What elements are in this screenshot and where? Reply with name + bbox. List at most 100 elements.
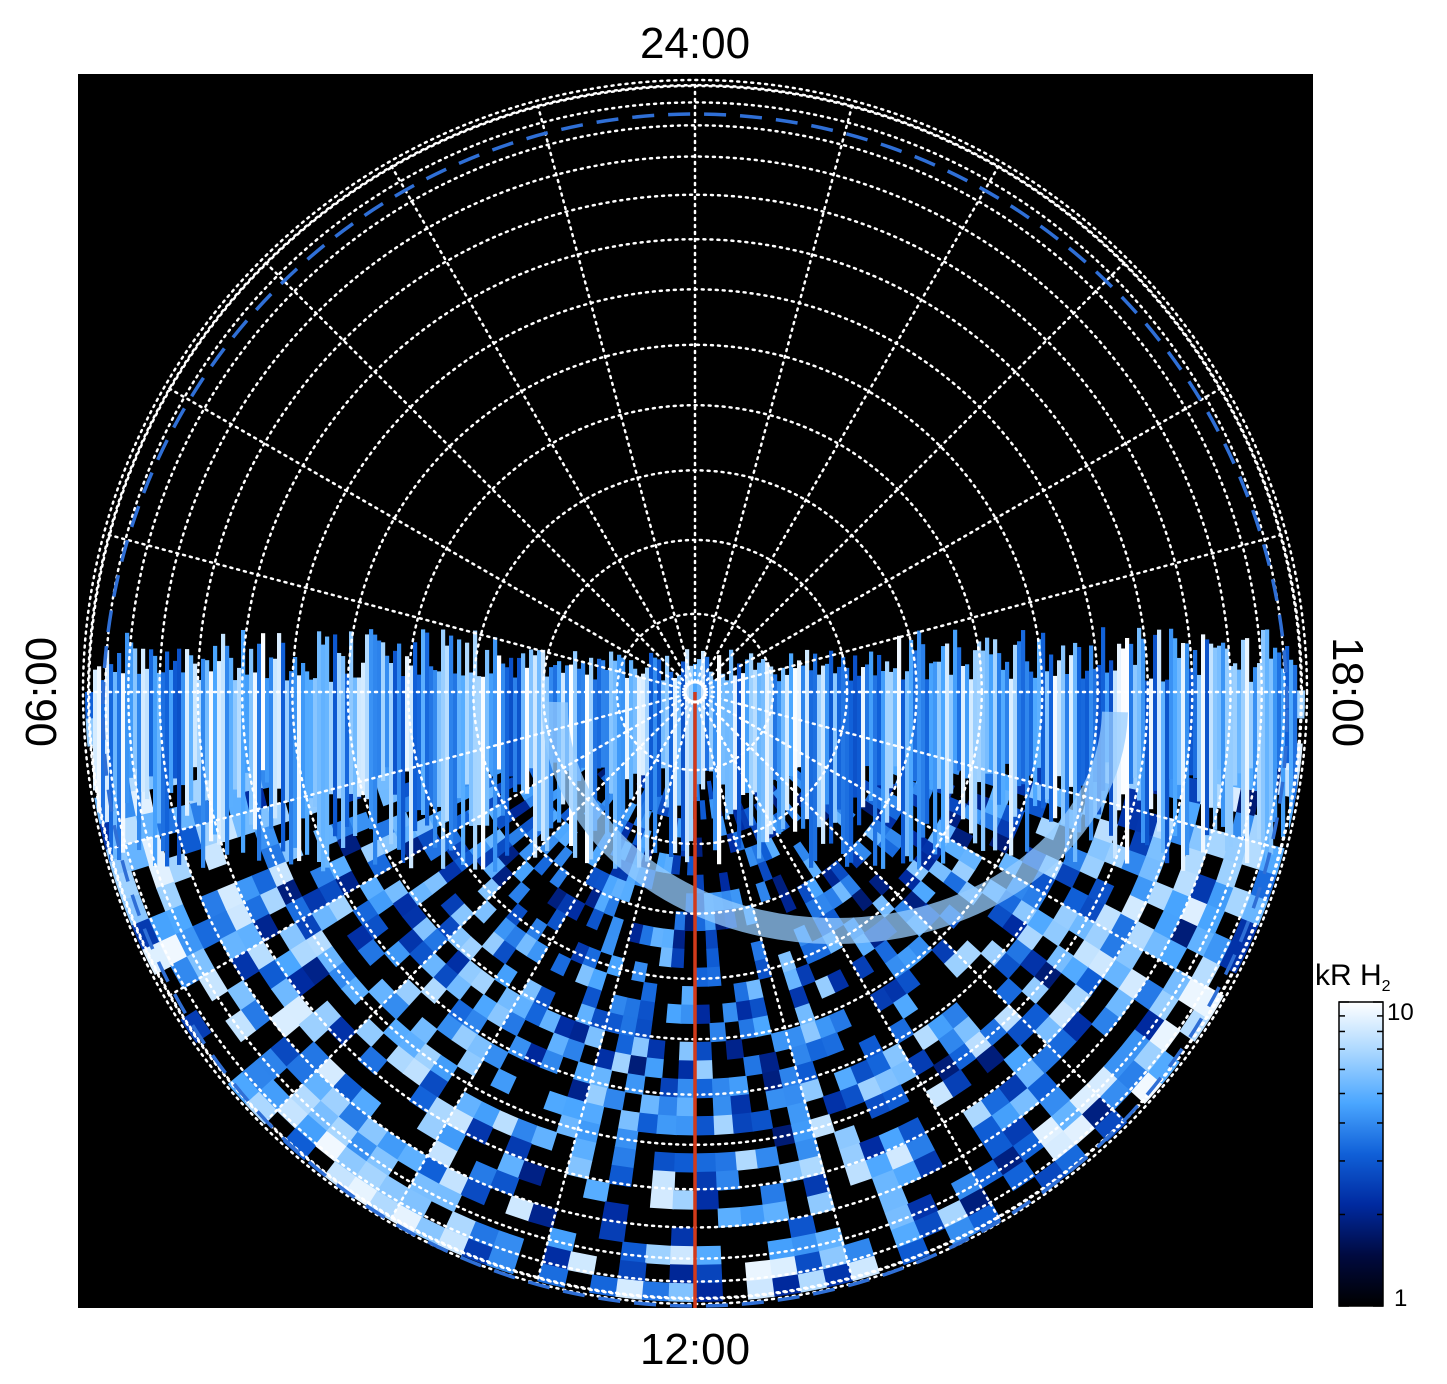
colorbar-title-subscript: 2: [1382, 978, 1391, 995]
emission-cell: [898, 868, 922, 892]
emission-streak: [953, 629, 958, 763]
emission-cell: [725, 1038, 745, 1060]
emission-streak: [445, 645, 450, 822]
emission-cell: [458, 936, 483, 962]
emission-cell: [600, 933, 619, 956]
emission-cell: [885, 954, 910, 980]
emission-streak: [433, 670, 438, 848]
emission-streak: [137, 673, 142, 851]
emission-cell: [695, 1115, 716, 1136]
emission-streak: [925, 679, 930, 824]
emission-cell: [617, 1109, 641, 1132]
emission-streak: [329, 681, 334, 795]
emission-cell: [752, 1015, 772, 1038]
emission-cell: [644, 1057, 664, 1079]
emission-streak: [893, 668, 898, 767]
emission-cell: [699, 800, 707, 820]
emission-streak: [1245, 638, 1250, 864]
emission-cell: [619, 881, 635, 903]
emission-cell: [958, 847, 983, 871]
emission-streak: [865, 664, 870, 767]
emission-streak: [1069, 655, 1074, 787]
emission-streak: [689, 665, 694, 842]
emission-streak: [1233, 663, 1238, 786]
emission-streak: [1217, 645, 1222, 770]
emission-streak: [233, 680, 238, 790]
emission-streak: [521, 653, 526, 795]
emission-cell: [717, 1207, 744, 1228]
emission-streak: [1045, 671, 1050, 800]
emission-cell: [718, 871, 731, 893]
emission-cell: [884, 828, 907, 849]
emission-cell: [550, 953, 572, 977]
emission-streak: [449, 635, 454, 851]
emission-cell: [450, 903, 475, 928]
emission-streak: [273, 658, 278, 819]
emission-streak: [525, 667, 530, 794]
emission-cell: [731, 1112, 755, 1134]
emission-cell: [943, 838, 967, 861]
emission-streak: [1265, 629, 1270, 864]
emission-cell: [795, 963, 816, 987]
emission-streak: [633, 668, 638, 774]
emission-cell: [735, 999, 754, 1022]
emission-cell: [610, 878, 627, 900]
emission-streak: [221, 633, 226, 842]
emission-cell: [744, 846, 759, 867]
emission-streak: [917, 630, 922, 870]
emission-streak: [789, 653, 794, 777]
emission-cell: [473, 900, 497, 924]
emission-streak: [421, 629, 426, 815]
emission-streak: [249, 648, 254, 825]
emission-streak: [773, 674, 778, 780]
emission-cell: [928, 860, 953, 883]
emission-cell: [670, 948, 685, 969]
emission-cell: [684, 911, 696, 932]
emission-streak: [381, 642, 386, 781]
emission-streak: [981, 650, 986, 851]
emission-cell: [637, 1000, 655, 1022]
emission-streak: [385, 655, 390, 768]
emission-cell: [566, 898, 586, 921]
emission-streak: [117, 653, 122, 861]
emission-cell: [746, 979, 764, 1001]
emission-cell: [526, 940, 549, 964]
emission-streak: [277, 633, 282, 789]
emission-streak: [301, 662, 306, 819]
emission-cell: [831, 880, 853, 904]
emission-cell: [525, 917, 548, 942]
emission-streak: [1013, 644, 1018, 817]
emission-cell: [620, 1241, 649, 1264]
emission-cell: [755, 1146, 780, 1169]
emission-streak: [881, 671, 886, 869]
emission-cell: [497, 845, 520, 867]
emission-streak: [245, 674, 250, 773]
emission-cell: [440, 893, 465, 917]
emission-cell: [711, 1077, 732, 1098]
emission-streak: [597, 658, 602, 769]
emission-cell: [911, 880, 936, 904]
emission-streak: [677, 674, 682, 806]
emission-cell: [695, 1245, 722, 1266]
emission-cell: [666, 1003, 683, 1024]
emission-cell: [645, 1244, 673, 1265]
emission-streak: [341, 656, 346, 848]
emission-cell: [553, 846, 573, 868]
emission-cell: [750, 1109, 774, 1132]
emission-streak: [1201, 634, 1206, 853]
emission-cell: [674, 1152, 697, 1173]
emission-cell: [606, 916, 624, 939]
emission-cell: [603, 895, 621, 917]
emission-streak: [989, 654, 994, 774]
emission-cell: [920, 839, 945, 862]
emission-streak: [1149, 678, 1154, 810]
emission-streak: [1081, 678, 1086, 786]
emission-streak: [645, 667, 650, 862]
emission-cell: [757, 840, 773, 862]
emission-streak: [1165, 679, 1170, 864]
emission-streak: [841, 656, 846, 854]
emission-cell: [661, 928, 675, 949]
emission-streak: [189, 655, 194, 801]
emission-cell: [593, 891, 612, 914]
emission-streak: [1001, 669, 1006, 808]
